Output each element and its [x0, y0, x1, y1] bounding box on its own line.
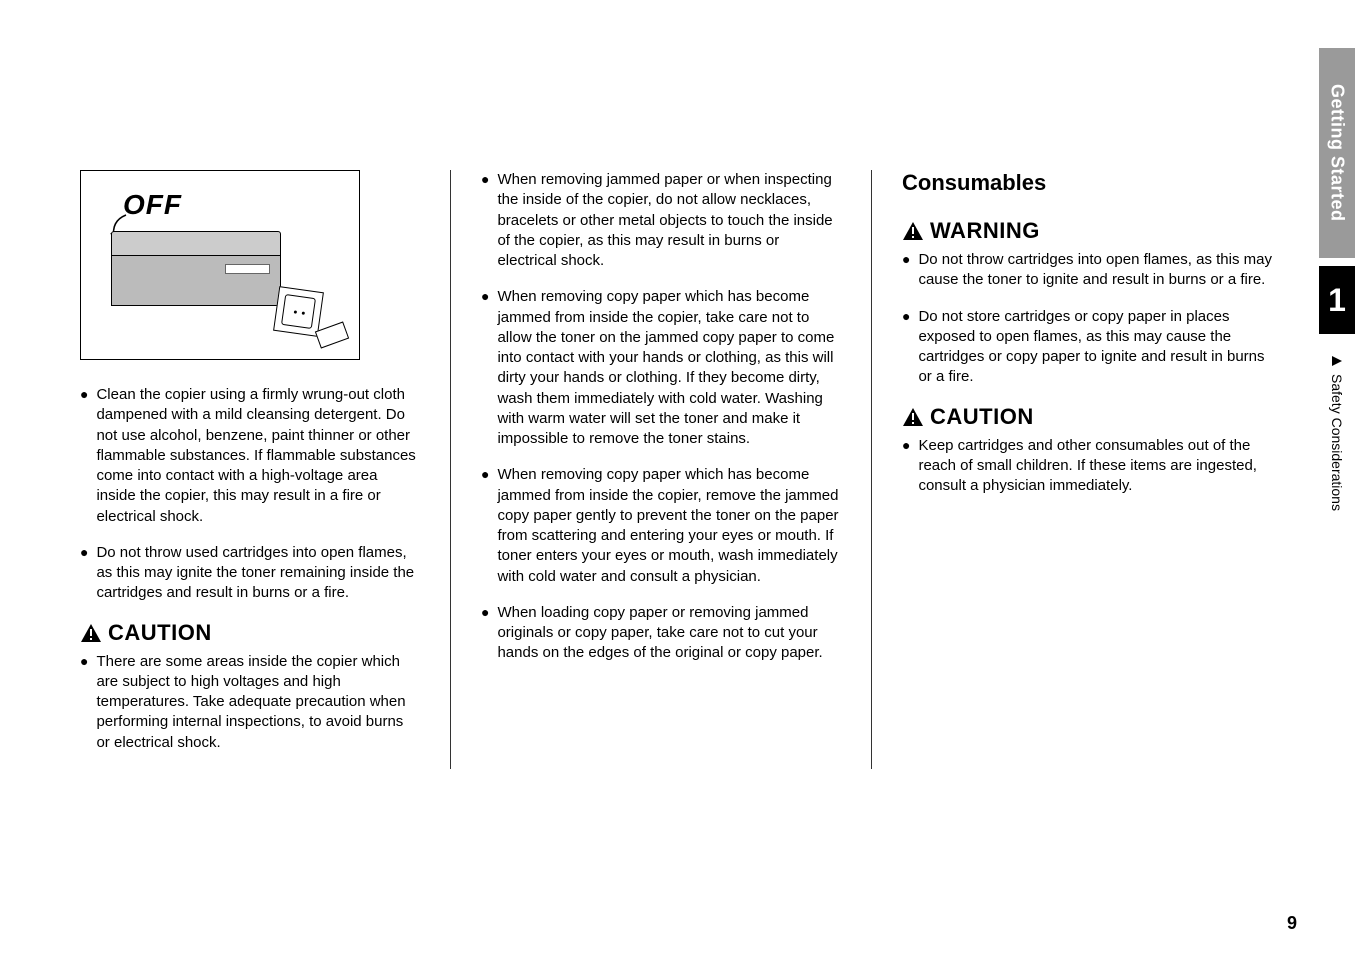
warning-heading: WARNING: [930, 218, 1040, 244]
copier-off-illustration: OFF: [80, 170, 360, 360]
column-divider: [450, 170, 451, 769]
bullet-marker: ●: [481, 603, 489, 664]
chapter-tab: Getting Started: [1319, 48, 1355, 258]
bullet-marker: ●: [481, 170, 489, 271]
bullet-text: Do not throw used cartridges into open f…: [96, 543, 420, 604]
bullet-text: There are some areas inside the copier w…: [96, 652, 420, 753]
warning-heading-row: WARNING: [902, 218, 1272, 244]
sidebar-tabs: Getting Started 1 Safety Considerations: [1307, 48, 1355, 898]
caution-heading-row: CAUTION: [80, 620, 420, 646]
bullet-marker: ●: [902, 436, 910, 497]
section-label: Safety Considerations: [1329, 374, 1345, 511]
bullet-marker: ●: [902, 250, 910, 291]
bullet-text: When removing copy paper which has becom…: [497, 465, 841, 587]
bullet-item: ● When removing jammed paper or when ins…: [481, 170, 841, 271]
bullet-marker: ●: [902, 307, 910, 388]
bullet-marker: ●: [80, 385, 88, 527]
chapter-label: Getting Started: [1327, 84, 1348, 222]
section-title: Consumables: [902, 170, 1272, 196]
bullet-text: Do not throw cartridges into open flames…: [918, 250, 1272, 291]
bullet-text: Do not store cartridges or copy paper in…: [918, 307, 1272, 388]
bullet-marker: ●: [80, 652, 88, 753]
bullet-marker: ●: [481, 287, 489, 449]
chapter-number-tab: 1: [1319, 266, 1355, 334]
caution-triangle-icon: [902, 407, 924, 427]
bullet-item: ● Do not throw cartridges into open flam…: [902, 250, 1272, 291]
bullet-text: Keep cartridges and other consumables ou…: [918, 436, 1272, 497]
column-divider: [871, 170, 872, 769]
bullet-marker: ●: [80, 543, 88, 604]
bullet-text: Clean the copier using a firmly wrung-ou…: [96, 385, 420, 527]
bullet-item: ● There are some areas inside the copier…: [80, 652, 420, 753]
bullet-marker: ●: [481, 465, 489, 587]
bullet-item: ● Clean the copier using a firmly wrung-…: [80, 385, 420, 527]
pointer-triangle-icon: [1330, 354, 1344, 368]
section-tab: Safety Considerations: [1319, 346, 1355, 511]
bullet-item: ● When loading copy paper or removing ja…: [481, 603, 841, 664]
column-middle: ● When removing jammed paper or when ins…: [481, 170, 841, 769]
caution-heading: CAUTION: [930, 404, 1034, 430]
bullet-item: ● Do not store cartridges or copy paper …: [902, 307, 1272, 388]
bullet-text: When removing copy paper which has becom…: [497, 287, 841, 449]
bullet-item: ● Keep cartridges and other consumables …: [902, 436, 1272, 497]
caution-heading: CAUTION: [108, 620, 212, 646]
bullet-text: When removing jammed paper or when inspe…: [497, 170, 841, 271]
bullet-text: When loading copy paper or removing jamm…: [497, 603, 841, 664]
bullet-item: ● Do not throw used cartridges into open…: [80, 543, 420, 604]
column-right: Consumables WARNING ● Do not throw cartr…: [902, 170, 1272, 769]
page-number: 9: [1287, 913, 1297, 934]
column-left: OFF ● Clean the copier using a f: [80, 170, 420, 769]
bullet-item: ● When removing copy paper which has bec…: [481, 465, 841, 587]
caution-triangle-icon: [80, 623, 102, 643]
warning-triangle-icon: [902, 221, 924, 241]
caution-heading-row: CAUTION: [902, 404, 1272, 430]
bullet-item: ● When removing copy paper which has bec…: [481, 287, 841, 449]
off-label: OFF: [123, 189, 182, 221]
chapter-number: 1: [1328, 282, 1346, 319]
